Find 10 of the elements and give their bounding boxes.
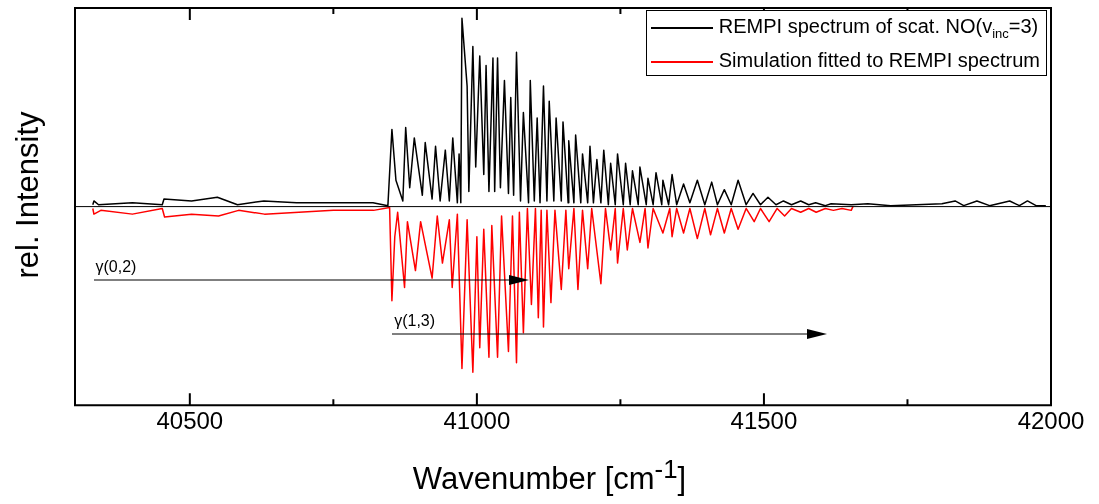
x-tick-label: 42000 [1017, 407, 1085, 435]
legend-label: Simulation fitted to REMPI spectrum [717, 48, 1040, 73]
annotation: γ(0,2) [95, 258, 137, 276]
legend-label: REMPI spectrum of scat. NO(v$_{inc}$=3) [717, 14, 1040, 43]
x-axis-title: Wavenumber [cm$^{-1}$] [411, 455, 688, 498]
x-tick-label: 40500 [156, 407, 224, 435]
x-tick-label: 41500 [730, 407, 798, 435]
y-axis-title: rel. Intensity [10, 110, 46, 281]
annotation: γ(1,3) [394, 312, 436, 330]
x-tick-label: 41000 [443, 407, 511, 435]
